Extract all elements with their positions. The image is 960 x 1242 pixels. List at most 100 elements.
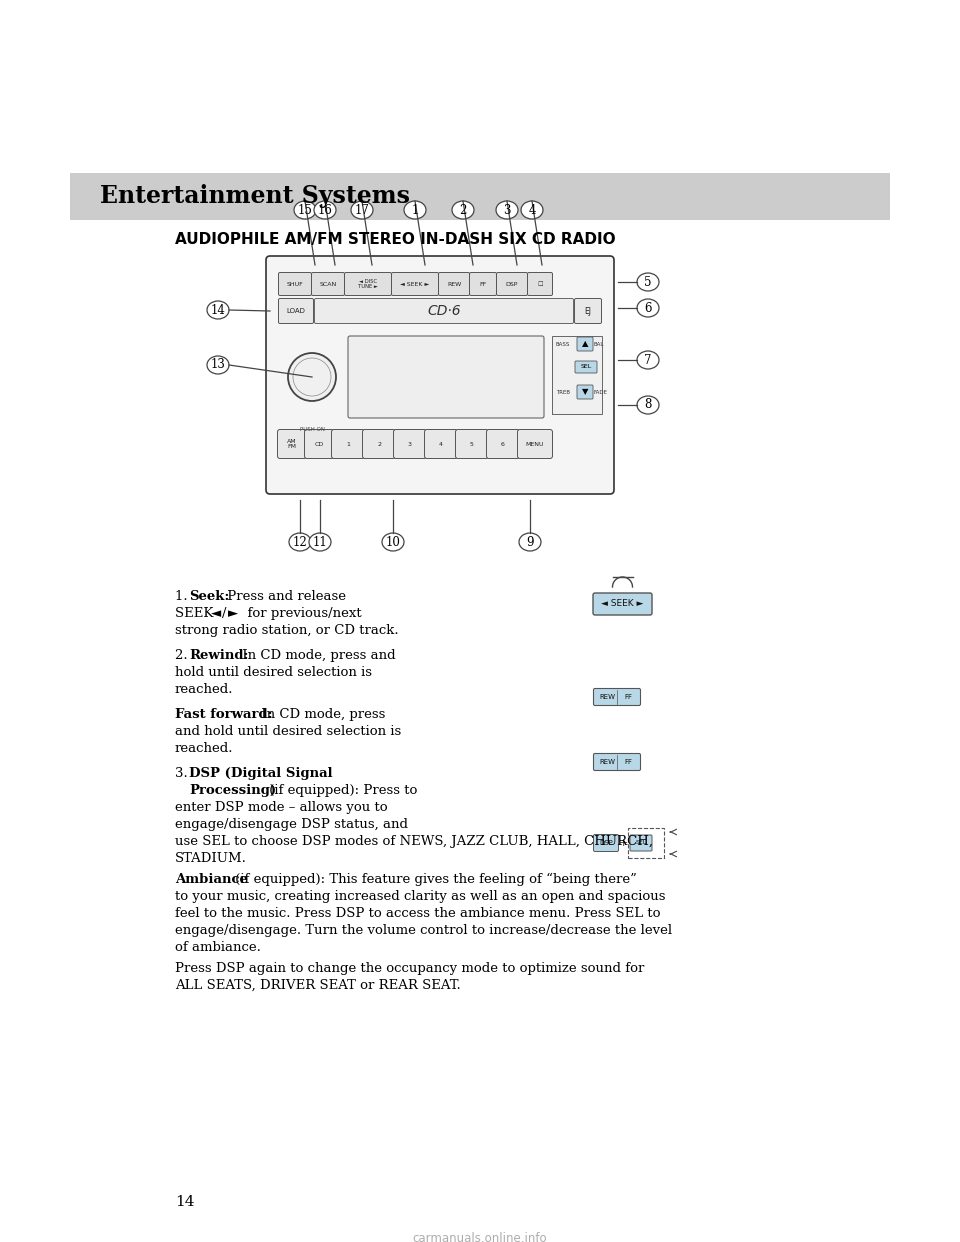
FancyBboxPatch shape: [552, 337, 602, 414]
FancyBboxPatch shape: [593, 688, 640, 705]
Text: DSP (Digital Signal: DSP (Digital Signal: [189, 768, 332, 780]
Text: 12: 12: [293, 535, 307, 549]
FancyBboxPatch shape: [527, 272, 553, 296]
FancyBboxPatch shape: [363, 430, 396, 458]
Ellipse shape: [207, 301, 229, 319]
FancyBboxPatch shape: [70, 173, 890, 220]
Text: 14: 14: [175, 1195, 195, 1208]
Ellipse shape: [207, 356, 229, 374]
Ellipse shape: [452, 201, 474, 219]
FancyBboxPatch shape: [439, 272, 469, 296]
Text: SHUF: SHUF: [287, 282, 303, 287]
Text: CD: CD: [314, 441, 324, 447]
Text: ►: ►: [228, 607, 238, 620]
Ellipse shape: [351, 201, 373, 219]
Ellipse shape: [519, 533, 541, 551]
Text: carmanuals.online.info: carmanuals.online.info: [413, 1232, 547, 1242]
Text: 15: 15: [298, 204, 312, 216]
Text: 1.: 1.: [175, 590, 192, 604]
Text: DSP: DSP: [506, 282, 518, 287]
Text: and hold until desired selection is: and hold until desired selection is: [175, 725, 401, 738]
FancyBboxPatch shape: [345, 272, 392, 296]
Text: Press and release: Press and release: [223, 590, 346, 604]
FancyBboxPatch shape: [487, 430, 519, 458]
Text: ▼: ▼: [582, 388, 588, 396]
Text: ◄ SEEK ►: ◄ SEEK ►: [400, 282, 430, 287]
FancyBboxPatch shape: [348, 337, 544, 419]
Ellipse shape: [404, 201, 426, 219]
Text: REW: REW: [599, 759, 615, 765]
Text: LOAD: LOAD: [287, 308, 305, 314]
FancyBboxPatch shape: [315, 298, 573, 323]
FancyBboxPatch shape: [331, 430, 365, 458]
Text: SEEK: SEEK: [175, 607, 218, 620]
Text: hold until desired selection is: hold until desired selection is: [175, 666, 372, 679]
FancyBboxPatch shape: [577, 337, 593, 351]
Text: TREB: TREB: [556, 390, 570, 395]
Text: 2.: 2.: [175, 650, 192, 662]
Circle shape: [288, 353, 336, 401]
Text: PUSH ON: PUSH ON: [300, 427, 324, 432]
Text: /: /: [222, 607, 227, 620]
Text: ◄ SEEK ►: ◄ SEEK ►: [601, 600, 644, 609]
Ellipse shape: [309, 533, 331, 551]
Text: Processing): Processing): [189, 784, 276, 797]
Text: AM
FM: AM FM: [287, 438, 297, 450]
FancyBboxPatch shape: [278, 272, 311, 296]
Text: 4: 4: [528, 204, 536, 216]
FancyBboxPatch shape: [394, 430, 426, 458]
Text: use SEL to choose DSP modes of NEWS, JAZZ CLUB, HALL, CHURCH,: use SEL to choose DSP modes of NEWS, JAZ…: [175, 835, 653, 848]
Text: Seek:: Seek:: [189, 590, 229, 604]
Text: ◄: ◄: [211, 607, 221, 620]
Text: 7: 7: [644, 354, 652, 366]
Ellipse shape: [637, 273, 659, 291]
Text: 5: 5: [470, 441, 474, 447]
Text: reached.: reached.: [175, 683, 233, 696]
Text: SCAN: SCAN: [320, 282, 337, 287]
Text: SEL: SEL: [581, 364, 591, 370]
FancyBboxPatch shape: [311, 272, 345, 296]
FancyBboxPatch shape: [577, 385, 593, 399]
Ellipse shape: [637, 351, 659, 369]
Ellipse shape: [637, 299, 659, 317]
FancyBboxPatch shape: [392, 272, 439, 296]
Text: 13: 13: [210, 359, 226, 371]
Text: for previous/next: for previous/next: [239, 607, 362, 620]
Text: 8: 8: [644, 399, 652, 411]
Ellipse shape: [289, 533, 311, 551]
Text: 11: 11: [313, 535, 327, 549]
FancyBboxPatch shape: [630, 835, 652, 851]
Ellipse shape: [521, 201, 543, 219]
Text: FF: FF: [479, 282, 487, 287]
Text: feel to the music. Press DSP to access the ambiance menu. Press SEL to: feel to the music. Press DSP to access t…: [175, 907, 660, 920]
Text: of ambiance.: of ambiance.: [175, 941, 261, 954]
Text: 6: 6: [501, 441, 505, 447]
Text: ◄ DISC
TUNE ►: ◄ DISC TUNE ►: [358, 278, 378, 289]
FancyBboxPatch shape: [593, 835, 618, 852]
Text: reached.: reached.: [175, 741, 233, 755]
Ellipse shape: [382, 533, 404, 551]
Text: CD·6: CD·6: [427, 304, 461, 318]
Text: (if equipped): This feature gives the feeling of “being there”: (if equipped): This feature gives the fe…: [231, 873, 636, 887]
Text: 6: 6: [644, 302, 652, 314]
Text: 1: 1: [411, 204, 419, 216]
Text: engage/disengage. Turn the volume control to increase/decrease the level: engage/disengage. Turn the volume contro…: [175, 924, 672, 936]
Text: In CD mode, press: In CD mode, press: [257, 708, 385, 722]
Ellipse shape: [294, 201, 316, 219]
Text: 10: 10: [386, 535, 400, 549]
Text: Rewind:: Rewind:: [189, 650, 249, 662]
Text: 3: 3: [408, 441, 412, 447]
Text: Press DSP again to change the occupancy mode to optimize sound for: Press DSP again to change the occupancy …: [175, 963, 644, 975]
Text: Fast forward:: Fast forward:: [175, 708, 273, 722]
Text: 3.: 3.: [175, 768, 192, 780]
Text: ☐: ☐: [538, 282, 542, 287]
Text: BASS: BASS: [556, 342, 570, 347]
Text: REW: REW: [446, 282, 461, 287]
FancyBboxPatch shape: [575, 361, 597, 373]
FancyBboxPatch shape: [278, 298, 314, 323]
Text: 1: 1: [346, 441, 350, 447]
Text: to your music, creating increased clarity as well as an open and spacious: to your music, creating increased clarit…: [175, 891, 665, 903]
Text: strong radio station, or CD track.: strong radio station, or CD track.: [175, 623, 398, 637]
FancyBboxPatch shape: [593, 592, 652, 615]
Text: MENU: MENU: [526, 441, 544, 447]
